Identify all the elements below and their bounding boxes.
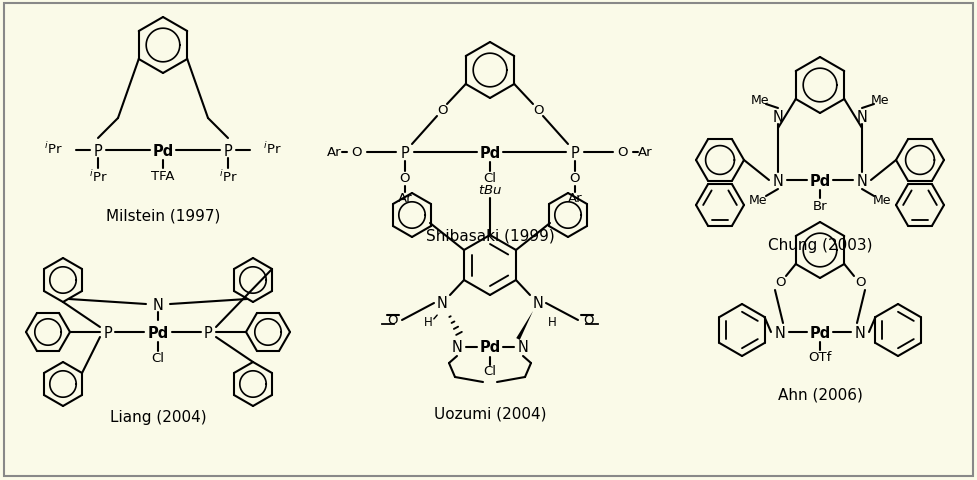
Text: Pd: Pd — [148, 325, 169, 340]
Text: $^i$Pr: $^i$Pr — [89, 168, 107, 185]
Text: O: O — [570, 172, 580, 185]
Text: $^i$Pr: $^i$Pr — [44, 141, 63, 156]
Text: N: N — [773, 109, 784, 124]
Text: O: O — [582, 314, 593, 327]
Text: Chung (2003): Chung (2003) — [768, 238, 872, 253]
Text: Ar: Ar — [398, 192, 412, 205]
Text: N: N — [773, 173, 784, 188]
Text: Pd: Pd — [480, 340, 500, 355]
Text: Me: Me — [750, 94, 769, 107]
Text: Ar: Ar — [327, 146, 342, 159]
Text: O: O — [400, 172, 410, 185]
Text: Me: Me — [872, 194, 891, 207]
Polygon shape — [516, 312, 533, 340]
Text: Cl: Cl — [484, 172, 496, 185]
Text: OTf: OTf — [808, 351, 831, 364]
Text: P: P — [104, 325, 112, 340]
Text: P: P — [224, 143, 233, 158]
Text: N: N — [857, 109, 868, 124]
Text: Shibasaki (1999): Shibasaki (1999) — [426, 228, 554, 243]
Text: Me: Me — [748, 194, 767, 207]
Text: N: N — [152, 297, 163, 312]
Text: O: O — [532, 104, 543, 117]
Text: O: O — [617, 146, 628, 159]
Text: H: H — [548, 315, 556, 328]
Text: Cl: Cl — [151, 352, 164, 365]
Text: N: N — [518, 340, 529, 355]
Text: O: O — [352, 146, 362, 159]
Text: Ahn (2006): Ahn (2006) — [778, 387, 863, 402]
Text: Pd: Pd — [480, 145, 500, 160]
Text: N: N — [532, 296, 543, 311]
Text: P: P — [401, 145, 409, 160]
Text: O: O — [775, 276, 786, 289]
Text: N: N — [451, 340, 462, 355]
Text: Pd: Pd — [152, 143, 174, 158]
Text: O: O — [437, 104, 447, 117]
Text: P: P — [94, 143, 103, 158]
Text: P: P — [571, 145, 579, 160]
Text: O: O — [855, 276, 866, 289]
Text: Cl: Cl — [484, 365, 496, 378]
Text: Liang (2004): Liang (2004) — [109, 409, 206, 425]
Text: TFA: TFA — [151, 170, 175, 183]
Text: Me: Me — [871, 94, 889, 107]
Text: N: N — [857, 173, 868, 188]
Text: $^i$Pr: $^i$Pr — [263, 141, 281, 156]
Text: Ar: Ar — [568, 192, 582, 205]
Text: Pd: Pd — [809, 173, 830, 188]
Text: N: N — [855, 325, 866, 340]
Text: $^i$Pr: $^i$Pr — [219, 168, 237, 185]
Text: Milstein (1997): Milstein (1997) — [106, 208, 220, 223]
Text: Uozumi (2004): Uozumi (2004) — [434, 406, 546, 420]
Text: Ar: Ar — [638, 146, 653, 159]
Text: H: H — [424, 315, 433, 328]
Text: O: O — [387, 314, 398, 327]
Text: Br: Br — [813, 199, 828, 212]
Text: Pd: Pd — [809, 325, 830, 340]
Text: N: N — [775, 325, 786, 340]
Text: P: P — [203, 325, 212, 340]
Text: $t$Bu: $t$Bu — [478, 184, 502, 197]
Text: N: N — [437, 296, 447, 311]
